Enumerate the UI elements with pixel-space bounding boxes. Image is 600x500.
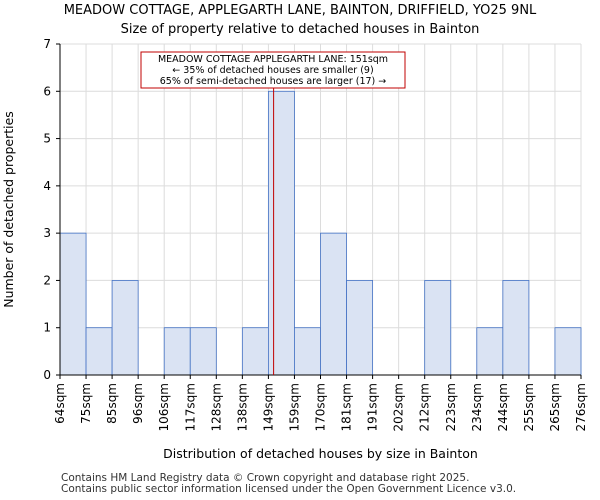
y-tick-label: 4 [43,179,51,193]
histogram-bar [111,280,139,376]
histogram-bar [320,232,347,376]
x-tick-label: 170sqm [314,383,328,431]
y-tick-label: 2 [43,273,51,287]
x-tick-label: 138sqm [235,383,249,431]
chart-title: MEADOW COTTAGE, APPLEGARTH LANE, BAINTON… [0,1,600,39]
y-axis-label: Number of detached properties [1,111,16,308]
annotation-line1: MEADOW COTTAGE APPLEGARTH LANE: 151sqm [158,54,388,65]
x-tick-label: 202sqm [392,383,406,431]
x-tick-label: 191sqm [366,383,380,431]
histogram-bar [476,327,504,376]
footer: Contains HM Land Registry data © Crown c… [61,473,516,495]
y-tick-label: 0 [43,368,51,382]
y-tick-label: 7 [43,37,51,51]
x-tick-label: 75sqm [79,383,93,424]
histogram-bar [241,327,269,376]
y-tick-label: 3 [43,226,51,240]
histogram-bar [502,280,530,376]
x-tick-label: 106sqm [157,383,171,431]
y-tick-label: 1 [43,321,51,335]
histogram-bar [189,327,217,376]
footer-line2: Contains public sector information licen… [61,483,517,495]
histogram-bar [424,280,452,376]
x-tick-labels: 64sqm 75sqm 85sqm 96sqm 106sqm 117sqm 128sqm 13… [53,375,588,431]
x-tick-label: 117sqm [183,383,197,431]
x-tick-label: 64sqm [53,383,67,424]
x-tick-label: 255sqm [522,383,536,431]
x-tick-label: 223sqm [444,383,458,431]
x-tick-label: 149sqm [261,383,275,431]
x-tick-label: 265sqm [548,383,562,431]
x-tick-label: 234sqm [470,383,484,431]
x-tick-label: 96sqm [131,383,145,424]
chart-title-line1: MEADOW COTTAGE, APPLEGARTH LANE, BAINTON… [63,3,537,18]
x-tick-label: 128sqm [209,383,223,431]
annotation-line2: ← 35% of detached houses are smaller (9) [172,65,373,76]
histogram-bar [267,90,295,376]
bars [59,90,582,376]
x-tick-label: 181sqm [340,383,354,431]
histogram-bar [163,327,191,376]
y-tick-label: 6 [43,84,51,98]
histogram-bar [346,280,373,376]
annotation-box: MEADOW COTTAGE APPLEGARTH LANE: 151sqm ←… [140,51,406,89]
x-tick-label: 85sqm [105,383,119,424]
x-tick-label: 276sqm [574,383,588,431]
x-axis-label: Distribution of detached houses by size … [163,446,478,461]
annotation-border [140,51,406,89]
annotation-line3: 65% of semi-detached houses are larger (… [160,76,387,87]
x-tick-label: 244sqm [496,383,510,431]
histogram-bar [85,327,113,376]
chart-subtitle: Size of property relative to detached ho… [120,22,480,37]
histogram-bar [554,327,582,376]
footer-line1: Contains HM Land Registry data © Crown c… [61,472,470,484]
histogram-bar [294,327,321,376]
x-tick-label: 212sqm [418,383,432,431]
y-tick-label: 5 [43,132,51,146]
histogram-bar [59,232,87,376]
x-tick-label: 159sqm [287,383,301,431]
y-tick-labels: 0 1 2 3 4 5 6 7 [43,37,60,382]
